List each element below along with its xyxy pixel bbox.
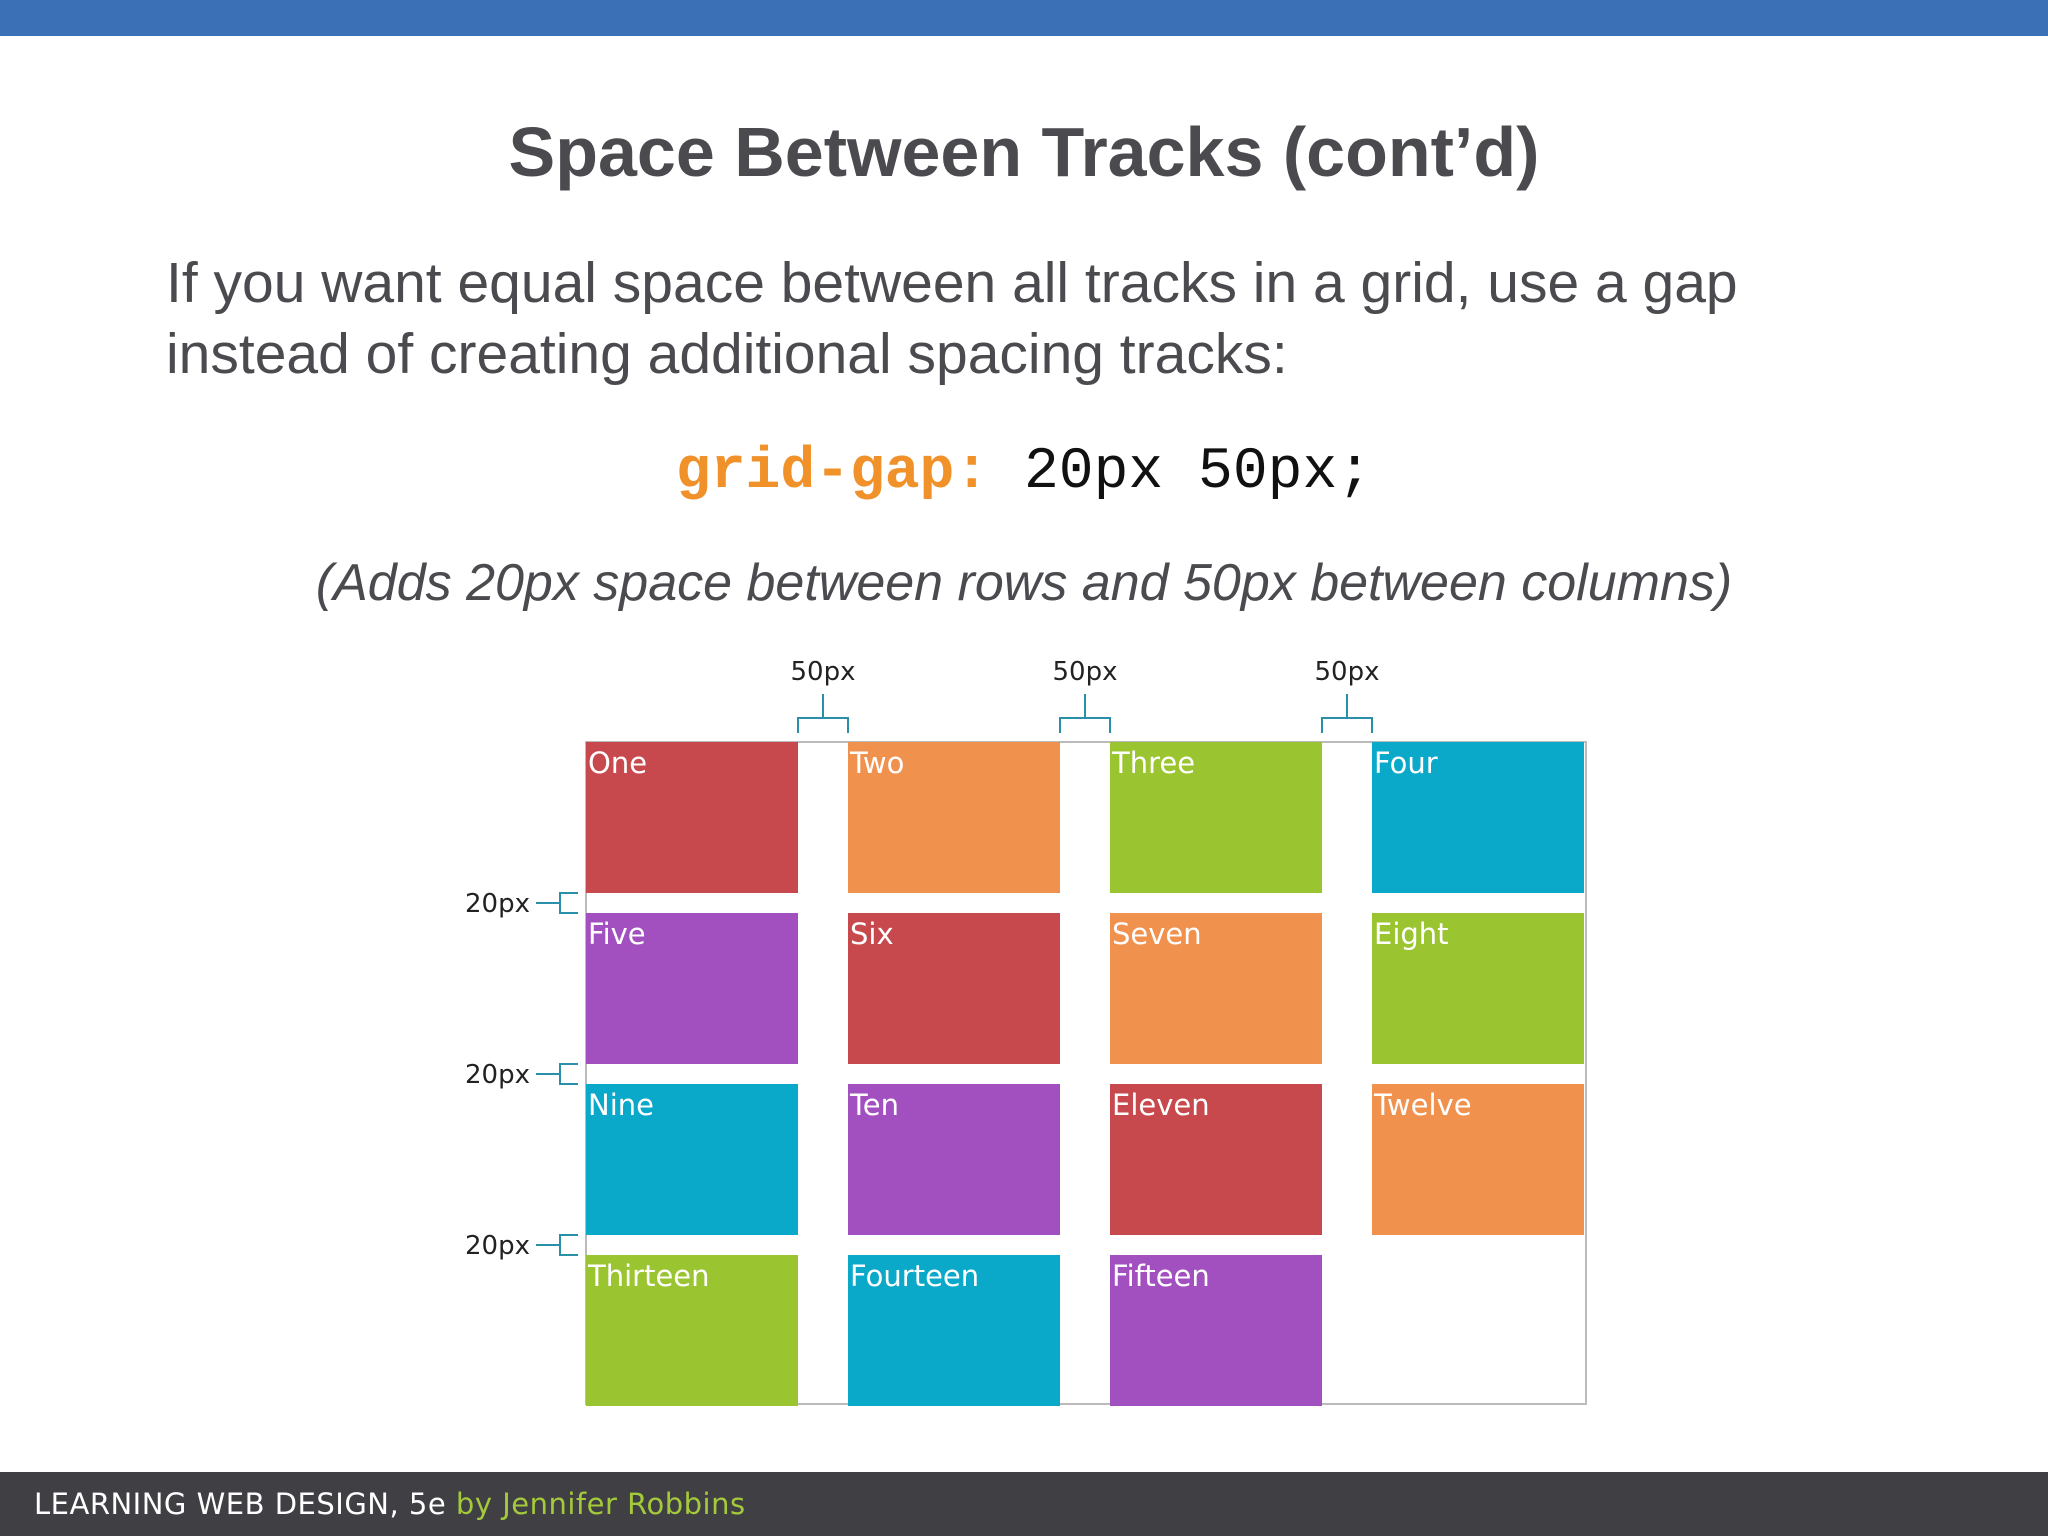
grid-cell-box [848,1255,1060,1406]
grid-cell: Eight [1372,913,1584,1064]
row-gap-marker: 20px [465,1060,578,1090]
intro-text: If you want equal space between all trac… [166,251,1738,386]
column-gap-bracket [1059,694,1111,733]
grid-cell-label: Nine [588,1088,654,1122]
grid-cell-box [586,913,798,1064]
grid-cell-box [1372,913,1584,1064]
row-gap-bracket [536,1234,578,1256]
row-gap-bracket [536,1063,578,1085]
row-gap-marker: 20px [465,1231,578,1261]
grid-cell-label: Two [849,746,904,780]
grid-cell: Five [586,913,798,1064]
explanatory-note: (Adds 20px space between rows and 50px b… [315,554,1733,612]
grid-cell: Seven [1110,913,1322,1064]
grid-cell: Eleven [1110,1084,1322,1235]
row-gap-label: 20px [465,889,530,919]
grid-cell-label: Seven [1112,917,1202,951]
grid-cell: Six [848,913,1060,1064]
grid-cell-label: One [588,746,647,780]
grid-cell-label: Thirteen [587,1259,710,1293]
grid-cell-box [848,1084,1060,1235]
column-gap-label: 50px [1315,657,1380,687]
grid-cell-label: Four [1374,746,1438,780]
grid-cell-label: Three [1111,746,1195,780]
gap-markers: 50px 50px 50px 20px 20px 20px [465,657,1379,1261]
grid-cell: Fifteen [1110,1255,1322,1406]
grid-cell-label: Eleven [1112,1088,1210,1122]
grid-cell-label: Fourteen [850,1259,979,1293]
grid-cell-box [1372,742,1584,893]
grid-cell-box [586,1255,798,1406]
grid-cell-box [586,742,798,893]
column-gap-bracket [1321,694,1373,733]
grid-cell-label: Fifteen [1112,1259,1210,1293]
row-gap-bracket [536,892,578,914]
grid-cell: Four [1372,742,1584,893]
footer-book-title: LEARNING WEB DESIGN, 5e [34,1487,447,1521]
row-gap-label: 20px [465,1060,530,1090]
grid-cell: Three [1110,742,1322,893]
grid-cell-box [1110,742,1322,893]
column-gap-marker: 50px [791,657,856,733]
grid-cells: One Two Three Four Five Six Seven Eight Nine Ten E… [586,742,1584,1406]
column-gap-marker: 50px [1053,657,1118,733]
grid-cell-label: Eight [1374,917,1449,951]
grid-cell-label: Five [588,917,646,951]
code-value: 20px 50px; [989,440,1373,505]
grid-cell: Thirteen [586,1255,798,1406]
row-gap-label: 20px [465,1231,530,1261]
grid-cell: Twelve [1372,1084,1584,1235]
grid-cell-label: Six [850,917,894,951]
slide-title: Space Between Tracks (cont’d) [508,113,1540,191]
column-gap-label: 50px [1053,657,1118,687]
row-gap-marker: 20px [465,889,578,919]
code-property: grid-gap: [675,440,990,505]
column-gap-label: 50px [791,657,856,687]
grid-cell-box [1110,1084,1322,1235]
grid-cell-box [848,913,1060,1064]
column-gap-marker: 50px [1315,657,1380,733]
grid-cell-box [848,742,1060,893]
code-line: grid-gap: 20px 50px; [0,438,2048,508]
footer-credit: LEARNING WEB DESIGN, 5e by Jennifer Robb… [34,1486,746,1522]
grid-cell-box [1372,1084,1584,1235]
grid-cell-box [1110,1255,1322,1406]
top-accent-bar [0,0,2048,36]
grid-cell: Ten [848,1084,1060,1235]
footer-bar: LEARNING WEB DESIGN, 5e by Jennifer Robb… [0,1472,2048,1536]
grid-cell: One [586,742,798,893]
grid-cell-box [1110,913,1322,1064]
grid-cell-box [586,1084,798,1235]
grid-cell: Two [848,742,1060,893]
grid-cell-label: Ten [849,1088,899,1122]
column-gap-bracket [797,694,849,733]
grid-cell-label: Twelve [1373,1088,1472,1122]
footer-author: by Jennifer Robbins [446,1487,746,1521]
grid-cell: Nine [586,1084,798,1235]
grid-cell: Fourteen [848,1255,1060,1406]
